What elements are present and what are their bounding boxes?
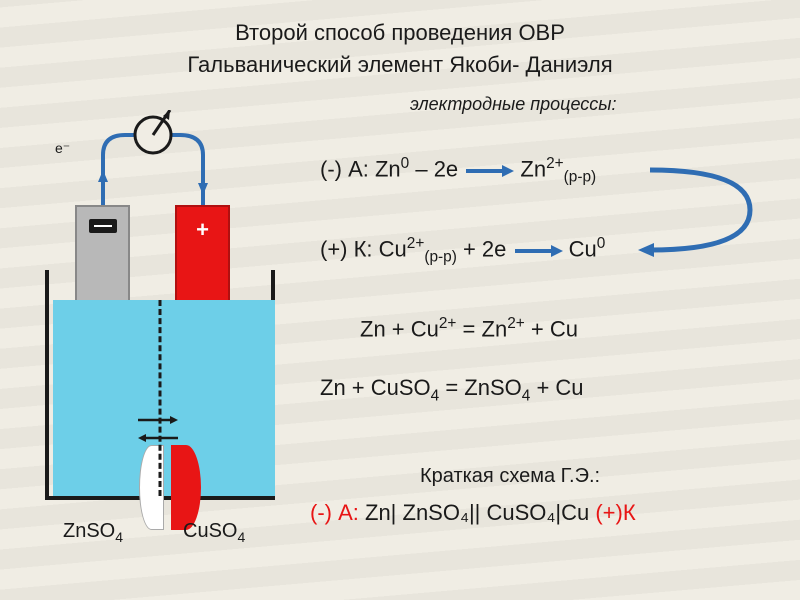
mol-b: = ZnSO: [439, 375, 522, 400]
anode-sup1: 0: [401, 155, 410, 172]
scheme-mid: Zn| ZnSO₄|| CuSO₄|Cu: [359, 500, 595, 525]
anode-sup2: 2+: [546, 155, 564, 172]
scheme-line: (-) А: Zn| ZnSO₄|| CuSO₄|Cu (+)К: [310, 500, 636, 526]
ionic-a: Zn + Cu: [360, 316, 439, 341]
cuso4-label: CuSO4: [183, 520, 245, 545]
mol-c: + Cu: [530, 375, 583, 400]
curve-arrow-icon: [630, 140, 770, 270]
minus-sign-icon: [89, 219, 117, 233]
anode-prefix: (-) А: Zn: [320, 156, 401, 181]
cathode-sup2: 0: [597, 235, 606, 252]
mol-a: Zn + CuSO: [320, 375, 431, 400]
ionic-sup1: 2+: [439, 315, 457, 332]
cathode-mid: + 2e: [457, 236, 513, 261]
anode-equation: (-) А: Zn0 – 2e Zn2+(р-р): [320, 155, 596, 187]
arrow-icon: [464, 162, 514, 180]
title-line-2: Гальванический элемент Якоби- Даниэля: [187, 52, 612, 78]
solution: [53, 300, 275, 496]
scheme-right: (+)К: [595, 500, 635, 525]
znso4-text: ZnSO: [63, 520, 115, 542]
cathode-after: Cu: [569, 236, 597, 261]
cathode-sup1: 2+: [407, 235, 425, 252]
mol-sub1: 4: [431, 387, 440, 404]
znso4-label: ZnSO4: [63, 520, 123, 545]
ionic-equation: Zn + Cu2+ = Zn2+ + Cu: [360, 315, 578, 342]
cu-deposit: [171, 445, 201, 530]
meter-wires: [35, 110, 285, 230]
scheme-left: (-) А:: [310, 500, 359, 525]
cathode-sub1: (р-р): [424, 249, 457, 266]
cuso4-text: CuSO: [183, 520, 237, 542]
galvanic-cell: е⁻ + Zn Cu ZnSO4 CuSO4: [35, 150, 285, 550]
cathode-equation: (+) К: Cu2+(р-р) + 2e Cu0: [320, 235, 605, 267]
title-line-1: Второй способ проведения ОВР: [235, 20, 565, 46]
subtitle: электродные процессы:: [410, 94, 617, 115]
znso4-sub: 4: [115, 529, 123, 545]
anode-after: Zn: [520, 156, 546, 181]
anode-sub2: (р-р): [564, 169, 597, 186]
ion-arrows: [133, 410, 183, 450]
cuso4-sub: 4: [237, 529, 245, 545]
arrow-icon: [513, 242, 563, 260]
electron-label: е⁻: [55, 140, 70, 157]
membrane-separator: [159, 300, 162, 496]
ionic-b: = Zn: [456, 316, 507, 341]
ionic-sup2: 2+: [507, 315, 525, 332]
beaker: [45, 270, 275, 500]
ionic-c: + Cu: [525, 316, 578, 341]
anode-mid: – 2e: [409, 156, 464, 181]
plus-sign-icon: +: [196, 217, 209, 243]
scheme-title: Краткая схема Г.Э.:: [420, 465, 600, 488]
cathode-prefix: (+) К: Cu: [320, 236, 407, 261]
molecular-equation: Zn + CuSO4 = ZnSO4 + Cu: [320, 375, 584, 405]
